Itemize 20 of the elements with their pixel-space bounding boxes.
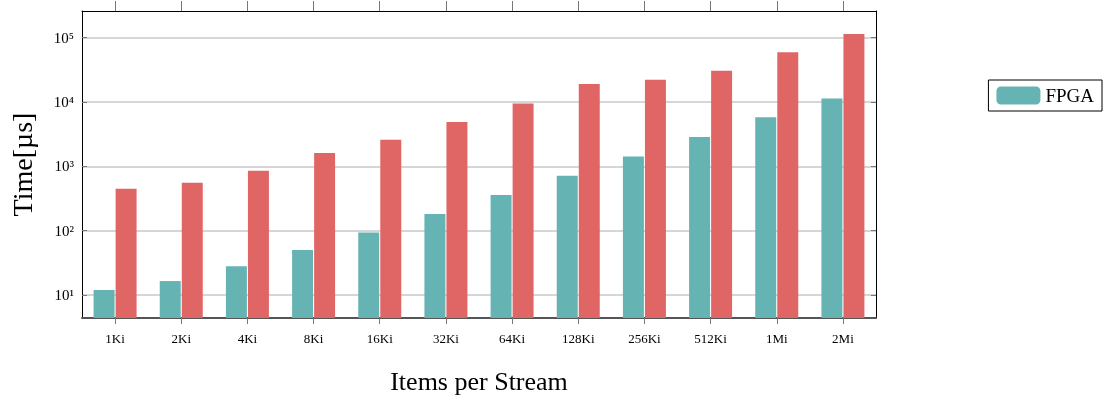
legend-label: FPGA bbox=[1045, 85, 1095, 106]
y-axis-title: Time[µs] bbox=[6, 112, 38, 217]
y-tick-label: 10³ bbox=[54, 158, 75, 175]
y-tick-label: 10⁴ bbox=[53, 94, 74, 111]
x-tick-label: 32Ki bbox=[432, 331, 460, 346]
x-tick-label: 16Ki bbox=[366, 331, 394, 346]
x-tick-label: 2Ki bbox=[171, 331, 192, 346]
x-axis-title: Items per Stream bbox=[390, 366, 568, 396]
x-tick-label: 1Mi bbox=[765, 331, 788, 346]
x-tick-label: 256Ki bbox=[628, 331, 662, 346]
x-tick-label: 512Ki bbox=[694, 331, 728, 346]
x-tick-label: 2Mi bbox=[832, 331, 855, 346]
x-tick-label: 128Ki bbox=[562, 331, 595, 346]
y-tick-label: 10⁵ bbox=[53, 29, 74, 46]
x-tick-label: 4Ki bbox=[237, 331, 258, 346]
x-tick-label: 64Ki bbox=[499, 331, 526, 346]
x-tick-label: 8Ki bbox=[303, 331, 324, 346]
x-tick-label: 1Ki bbox=[105, 331, 126, 346]
y-tick-label: 10² bbox=[54, 222, 75, 239]
y-tick-label: 10¹ bbox=[54, 287, 74, 304]
